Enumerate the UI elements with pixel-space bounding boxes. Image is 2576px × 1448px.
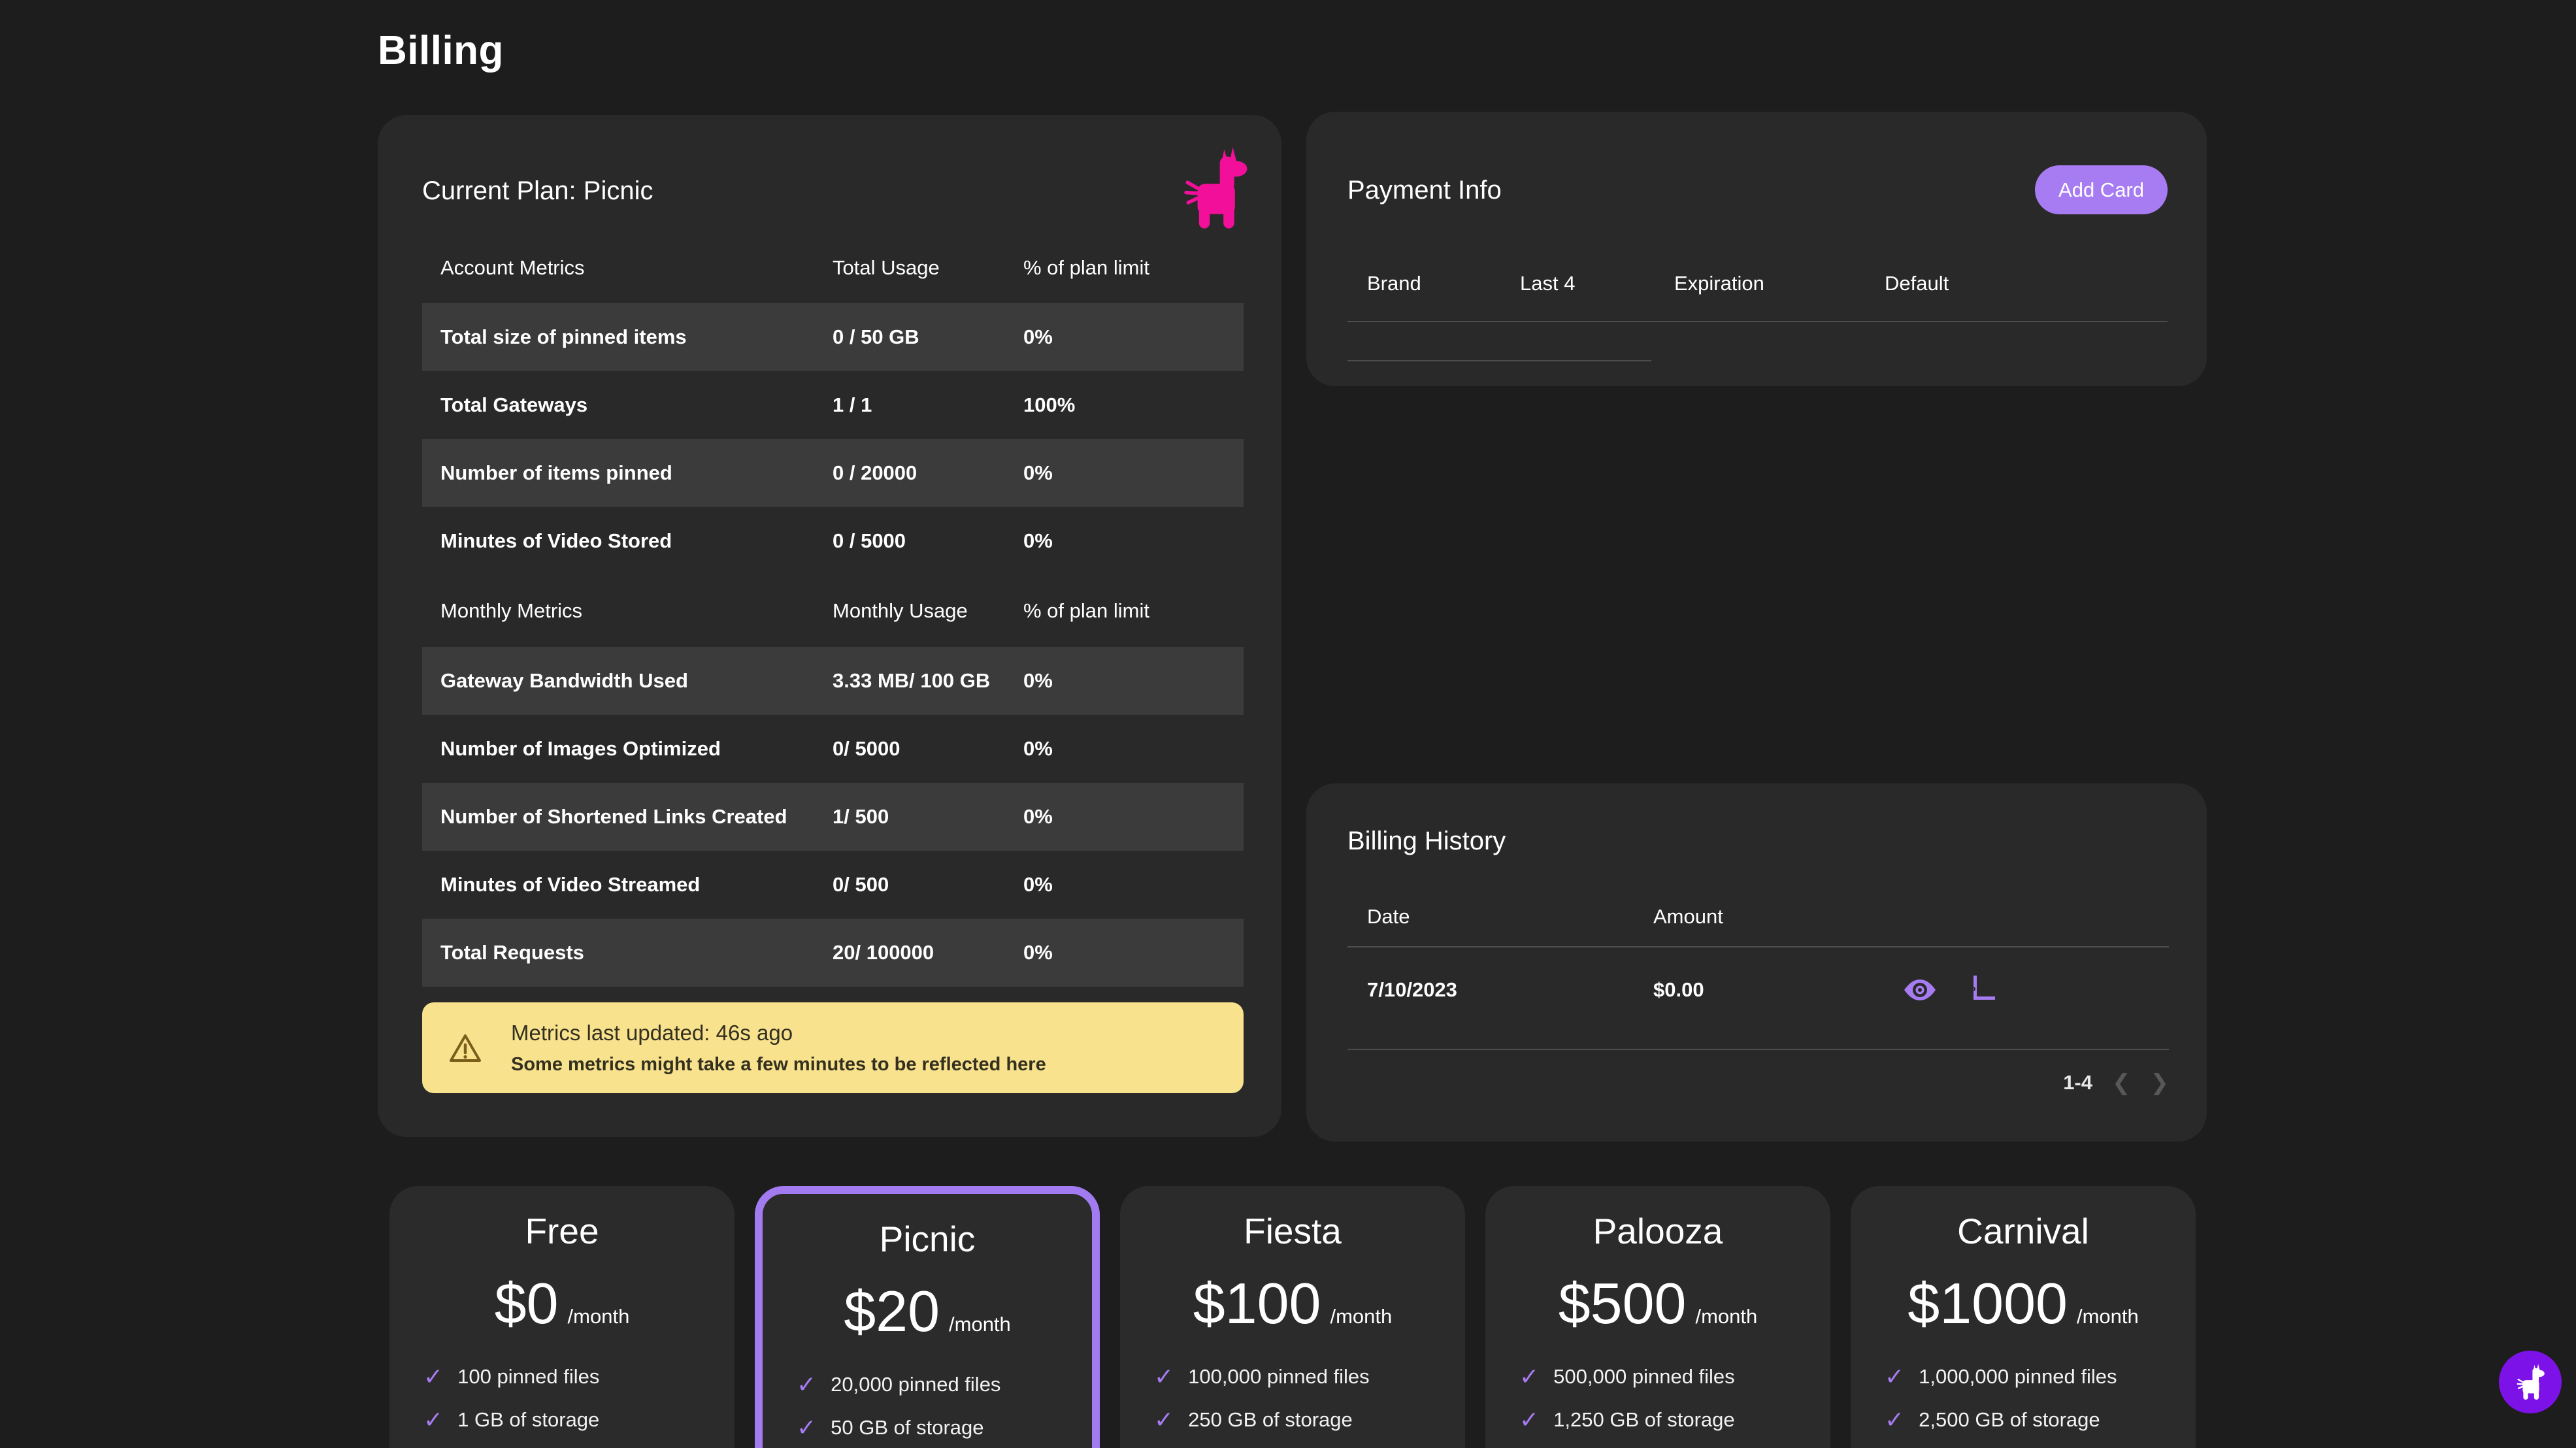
add-card-button[interactable]: Add Card [2035,165,2168,214]
column-header: Account Metrics [440,256,585,279]
invoice-date: 7/10/2023 [1367,978,1457,1001]
plan-card-free[interactable]: Free $0 /month ✓ 100 pinned files ✓ 1 GB o… [389,1186,735,1448]
pagination-range: 1-4 [2063,1071,2092,1094]
warning-line-2: Some metrics might take a few minutes to… [511,1053,1046,1075]
account-metrics-header-row: Account Metrics Total Usage % of plan li… [422,233,1244,303]
check-icon: ✓ [1519,1363,1540,1390]
current-plan-title: Current Plan: Picnic [422,176,653,205]
column-header: Default [1885,272,1949,295]
plan-features: ✓ 1,000,000 pinned files ✓ 2,500 GB of sto… [1851,1363,2196,1433]
plan-feature: ✓ 100,000 pinned files [1154,1363,1370,1390]
column-header: Brand [1367,272,1421,295]
plan-features: ✓ 20,000 pinned files ✓ 50 GB of storage [763,1371,1092,1441]
divider [1347,321,2168,322]
table-row: Number of items pinned 0 / 20000 0% [422,439,1244,507]
monthly-metrics-header-row: Monthly Metrics Monthly Usage % of plan … [422,575,1244,647]
plan-card-picnic[interactable]: Picnic $20 /month ✓ 20,000 pinned files ✓… [755,1186,1100,1448]
view-invoice-button[interactable] [1903,978,1937,1002]
table-row: Minutes of Video Stored 0 / 5000 0% [440,529,1053,552]
table-row: Number of Shortened Links Created 1/ 500… [422,783,1244,851]
divider [1347,1049,2169,1050]
plan-price: $100 /month [1193,1271,1393,1336]
check-icon: ✓ [1519,1406,1540,1433]
current-plan-card: Current Plan: Picnic Account Metrics Tot… [378,115,1281,1137]
page-title: Billing [378,28,504,73]
plan-feature: ✓ 50 GB of storage [797,1414,984,1441]
download-pdf-button[interactable]: PDF [1960,974,1993,1006]
column-header: Total Usage [833,256,940,279]
table-row: Total Requests 20/ 100000 0% [422,919,1244,987]
check-icon: ✓ [797,1414,817,1441]
plan-price: $20 /month [844,1279,1011,1343]
llama-fab-button[interactable] [2499,1351,2562,1413]
plan-feature: ✓ 500,000 pinned files [1519,1363,1735,1390]
payment-info-card: Payment Info Add Card Brand Last 4 Expir… [1306,112,2207,386]
column-header: Monthly Usage [833,599,968,622]
plan-feature: ✓ 1,000,000 pinned files [1885,1363,2117,1390]
table-row: Total size of pinned items 0 / 50 GB 0% [422,303,1244,371]
warning-icon [450,1034,481,1062]
plan-feature: ✓ 250 GB of storage [1154,1406,1353,1433]
column-header: % of plan limit [1023,599,1149,622]
check-icon: ✓ [1885,1363,1905,1390]
divider [1347,360,1651,361]
plan-card-palooza[interactable]: Palooza $500 /month ✓ 500,000 pinned file… [1485,1186,1830,1448]
usage-metrics-table: Account Metrics Total Usage % of plan li… [422,233,1244,987]
warning-line-1: Metrics last updated: 46s ago [511,1020,793,1045]
plan-name: Fiesta [1244,1211,1342,1251]
plan-name: Palooza [1593,1211,1723,1251]
eye-icon [1904,979,1936,1000]
plan-features: ✓ 100,000 pinned files ✓ 250 GB of storage [1120,1363,1465,1433]
invoice-row: 7/10/2023 $0.00 PDF [1347,947,2169,1032]
plan-price: $0 /month [494,1271,630,1336]
plan-feature: ✓ 2,500 GB of storage [1885,1406,2100,1433]
metrics-warning-banner: Metrics last updated: 46s ago Some metri… [422,1002,1244,1093]
column-header: Expiration [1674,272,1764,295]
pagination-prev-icon[interactable]: ❮ [2112,1070,2131,1095]
check-icon: ✓ [1154,1363,1174,1390]
plan-card-fiesta[interactable]: Fiesta $100 /month ✓ 100,000 pinned files… [1120,1186,1465,1448]
check-icon: ✓ [423,1406,444,1433]
table-row: Gateway Bandwidth Used 3.33 MB/ 100 GB 0… [422,647,1244,715]
column-header: Amount [1653,905,1723,928]
plan-price: $1000 /month [1907,1271,2139,1336]
plan-feature: ✓ 1 GB of storage [423,1406,600,1433]
plan-features: ✓ 100 pinned files ✓ 1 GB of storage [389,1363,735,1433]
table-row: Total Gateways 1 / 1 100% [440,393,1076,416]
payment-info-title: Payment Info [1347,175,1502,205]
check-icon: ✓ [423,1363,444,1390]
plan-feature: ✓ 100 pinned files [423,1363,600,1390]
billing-history-card: Billing History Date Amount 7/10/2023 $0… [1306,783,2207,1142]
plan-feature: ✓ 1,250 GB of storage [1519,1406,1735,1433]
table-row: Number of Images Optimized 0/ 5000 0% [440,737,1053,760]
pinata-llama-icon [1184,147,1247,229]
column-header: Monthly Metrics [440,599,583,622]
plans-row: Free $0 /month ✓ 100 pinned files ✓ 1 GB o… [389,1186,2196,1448]
billing-history-title: Billing History [1347,827,1506,855]
column-header: Last 4 [1520,272,1576,295]
plan-card-carnival[interactable]: Carnival $1000 /month ✓ 1,000,000 pinned … [1851,1186,2196,1448]
divider [1347,946,2169,947]
plan-name: Carnival [1957,1211,2089,1251]
invoice-amount: $0.00 [1653,978,1704,1001]
payment-table-header-row: Brand Last 4 Expiration Default [1347,269,2168,298]
check-icon: ✓ [1885,1406,1905,1433]
plan-feature: ✓ 20,000 pinned files [797,1371,1001,1398]
plan-features: ✓ 500,000 pinned files ✓ 1,250 GB of stora… [1485,1363,1830,1433]
check-icon: ✓ [1154,1406,1174,1433]
plan-name: Free [525,1211,599,1251]
warning-text: Metrics last updated: 46s ago Some metri… [511,1021,1046,1076]
column-header: % of plan limit [1023,256,1149,279]
history-table-header-row: Date Amount [1347,904,2169,930]
table-row: Minutes of Video Streamed 0/ 500 0% [440,873,1053,896]
plan-price: $500 /month [1558,1271,1758,1336]
llama-icon [2517,1363,2545,1401]
column-header: Date [1367,905,1410,928]
plan-name: Picnic [879,1219,976,1259]
pagination: 1-4 ❮ ❯ [1347,1068,2169,1097]
check-icon: ✓ [797,1371,817,1398]
pagination-next-icon[interactable]: ❯ [2150,1070,2170,1095]
